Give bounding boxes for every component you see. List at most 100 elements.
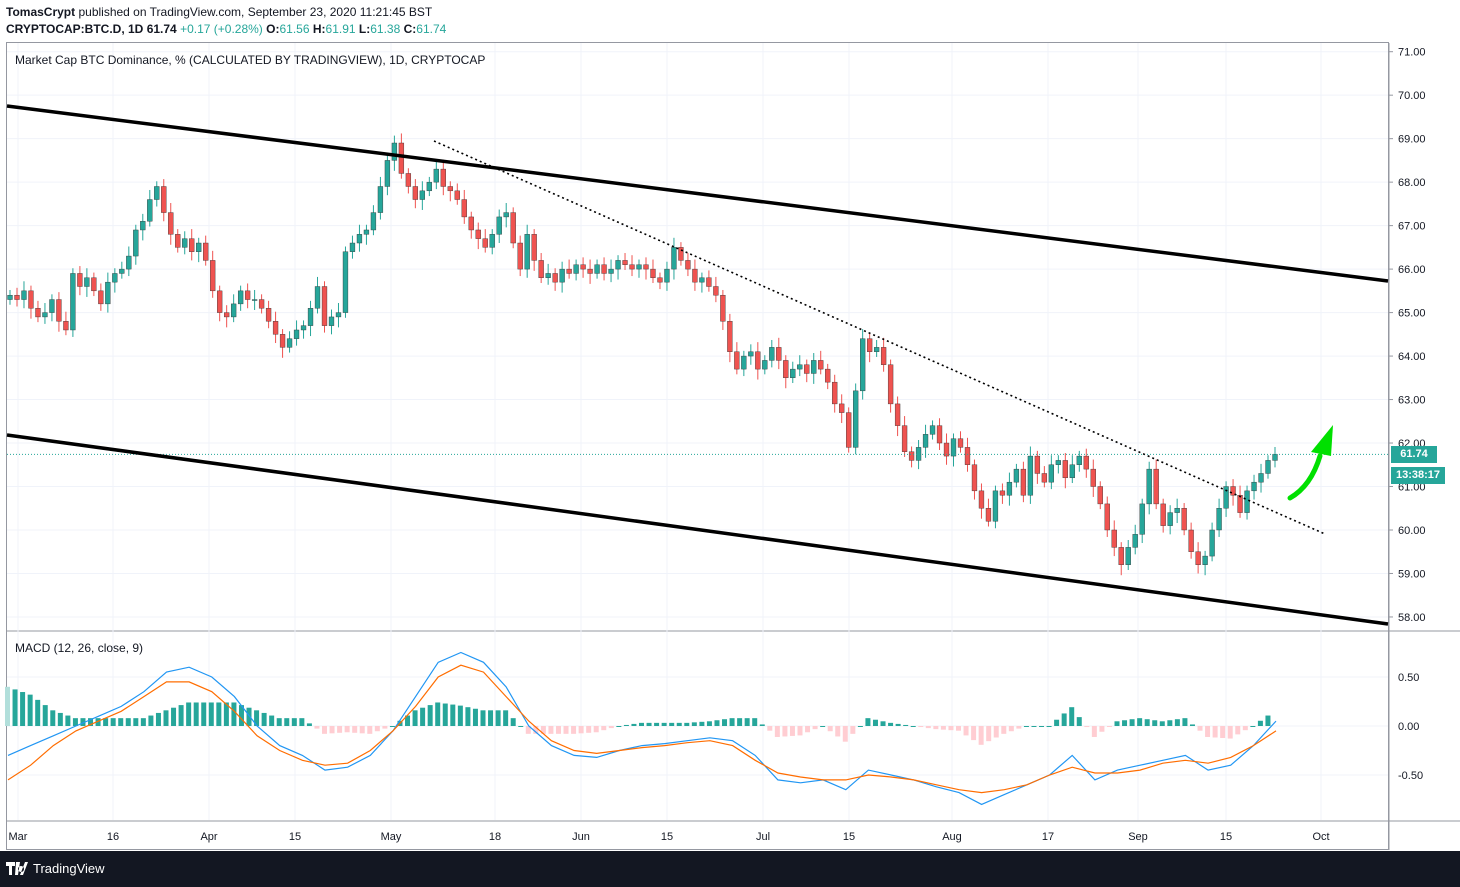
macd-histogram-bar (1227, 726, 1233, 739)
macd-histogram-bar (1265, 715, 1271, 726)
chart-header: TomasCrypt published on TradingView.com,… (0, 0, 1460, 40)
macd-histogram-bar (503, 710, 509, 726)
macd-histogram-bar (548, 726, 554, 734)
price-axis-label: 63.00 (1398, 395, 1426, 407)
candle-body (503, 212, 509, 218)
macd-histogram-bar (1106, 726, 1112, 727)
macd-histogram-bar (827, 726, 833, 732)
macd-axis-label: -0.50 (1398, 770, 1423, 782)
candle-body (14, 294, 20, 300)
macd-histogram-bar (412, 710, 418, 726)
macd-histogram-bar (729, 718, 735, 726)
candle-body (524, 234, 530, 270)
macd-histogram-bar (65, 715, 71, 726)
macd-histogram-bar (986, 726, 992, 742)
symbol-label[interactable]: CRYPTOCAP:BTC.D, 1D (6, 22, 144, 36)
candle-body (887, 364, 894, 405)
macd-histogram-bar (948, 726, 954, 731)
candle-body (580, 264, 586, 270)
candle-body (1244, 490, 1250, 513)
macd-histogram-bar (1242, 726, 1248, 731)
macd-histogram-bar (42, 705, 48, 726)
candle-body (901, 425, 908, 452)
macd-histogram-bar (774, 726, 780, 737)
macd-histogram-bar (1159, 721, 1165, 726)
candle-body (440, 168, 446, 187)
macd-histogram-bar (1001, 726, 1007, 734)
macd-histogram-bar (337, 726, 343, 733)
macd-histogram-bar (978, 726, 984, 745)
macd-histogram-bar (1099, 726, 1105, 732)
candle-body (1237, 495, 1243, 513)
candle-body (741, 355, 747, 370)
publish-info: published on TradingView.com, September … (78, 5, 433, 19)
macd-histogram-bar (616, 726, 622, 727)
candle-body (133, 229, 139, 257)
macd-histogram-bar (216, 702, 222, 726)
candle-body (734, 351, 740, 370)
macd-histogram-bar (1174, 719, 1180, 726)
candle-body (650, 268, 656, 278)
macd-histogram-bar (1152, 720, 1158, 726)
macd-histogram-bar (842, 726, 848, 742)
macd-histogram-bar (601, 726, 607, 731)
candle-body (748, 351, 754, 357)
macd-histogram-bar (103, 718, 109, 726)
candle-body (328, 316, 335, 326)
price-axis-label: 69.00 (1398, 134, 1426, 146)
signal-line (7, 664, 1277, 794)
candle-body (91, 277, 97, 292)
candle-body (1167, 512, 1173, 526)
footer-brand[interactable]: TradingView (33, 861, 105, 876)
candle-body (154, 186, 160, 200)
macd-histogram-bar (669, 722, 675, 726)
candle-body (1265, 460, 1271, 474)
candle-body (454, 190, 460, 200)
macd-histogram-bar (850, 726, 856, 734)
candle-body (196, 242, 202, 252)
current-price-label: 61.74 (1391, 446, 1437, 463)
channel-upper-line (6, 104, 1389, 283)
close-value: 61.74 (416, 22, 447, 36)
macd-histogram-bar (1144, 719, 1150, 726)
publish-line: TomasCrypt published on TradingView.com,… (6, 5, 432, 19)
candle-body (699, 277, 705, 283)
candle-body (363, 229, 370, 235)
candle-body (908, 451, 915, 461)
candle-body (804, 364, 810, 374)
candle-body (552, 273, 558, 283)
macd-histogram-bar (782, 726, 788, 737)
macd-histogram-bar (714, 720, 720, 726)
macd-histogram-bar (367, 726, 373, 734)
main-panel-title: Market Cap BTC Dominance, % (CALCULATED … (15, 53, 486, 67)
macd-line (7, 651, 1277, 806)
candle-body (1209, 529, 1215, 557)
macd-histogram-bar (925, 726, 931, 729)
candle-body (1202, 555, 1208, 565)
candle-body (468, 216, 474, 231)
candle-body (664, 268, 670, 283)
author-name[interactable]: TomasCrypt (6, 5, 76, 19)
macd-histogram-bar (805, 726, 811, 733)
candle-body (189, 238, 195, 252)
tradingview-logo-icon[interactable] (6, 860, 28, 877)
candle-body (1251, 481, 1257, 492)
macd-histogram-bar (457, 705, 463, 726)
time-axis-label: 15 (289, 831, 301, 843)
candle-body (853, 390, 859, 448)
macd-histogram-bar (12, 689, 18, 726)
time-axis-label: 15 (661, 831, 673, 843)
candle-body (629, 264, 635, 270)
candle-body (846, 412, 852, 448)
macd-histogram-bar (171, 707, 177, 726)
macd-histogram-bar (359, 726, 365, 734)
macd-histogram-bar (578, 726, 584, 734)
candle-body (587, 268, 593, 274)
candle-body (894, 403, 901, 426)
candle-body (713, 286, 719, 296)
macd-histogram-bar (1250, 726, 1256, 727)
time-axis-label: Jul (756, 831, 770, 843)
macd-histogram-bar (1205, 726, 1211, 737)
price-axis-label: 71.00 (1398, 47, 1426, 59)
